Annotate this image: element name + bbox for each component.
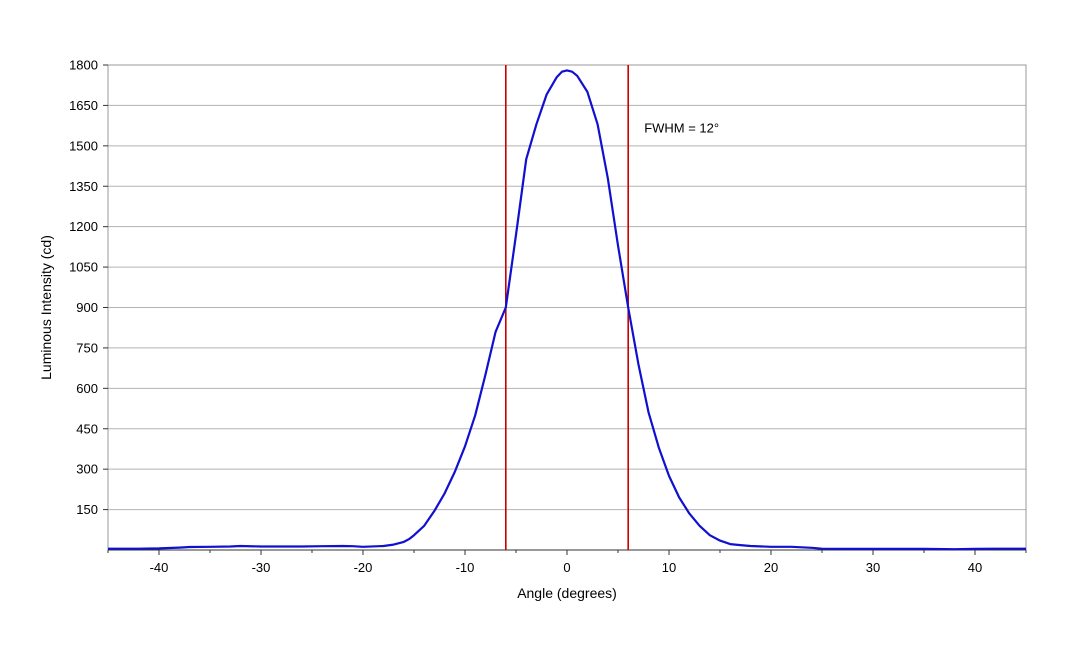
y-tick-label: 600 xyxy=(76,381,98,396)
y-axis-ticks: 150 300 450 600 750 900 1050 1200 1350 1500 1650 18… xyxy=(69,58,108,517)
y-tick-label: 900 xyxy=(76,300,98,315)
x-tick-label: 40 xyxy=(968,560,982,575)
y-tick-label: 1800 xyxy=(69,58,98,73)
x-tick-label: -30 xyxy=(252,560,271,575)
x-tick-label: 10 xyxy=(662,560,676,575)
y-tick-label: 450 xyxy=(76,421,98,436)
x-tick-label: -10 xyxy=(456,560,475,575)
x-tick-label: -20 xyxy=(354,560,373,575)
x-tick-label: 30 xyxy=(866,560,880,575)
x-tick-label: -40 xyxy=(150,560,169,575)
y-tick-label: 1500 xyxy=(69,138,98,153)
gridlines xyxy=(108,64,1026,511)
y-tick-label: 1350 xyxy=(69,179,98,194)
x-tick-label: 20 xyxy=(764,560,778,575)
series-line-luminous-intensity xyxy=(108,69,1026,551)
x-axis-title: Angle (degrees) xyxy=(517,585,617,601)
y-tick-label: 1050 xyxy=(69,260,98,275)
y-tick-label: 1200 xyxy=(69,219,98,234)
y-tick-label: 1650 xyxy=(69,98,98,113)
y-tick-label: 300 xyxy=(76,462,98,477)
x-tick-label: 0 xyxy=(563,560,570,575)
x-axis-ticks: -40 -30 -20 -10 0 10 20 30 40 xyxy=(107,550,1027,575)
y-axis-title: Luminous Intensity (cd) xyxy=(38,235,54,380)
fwhm-annotation: FWHM = 12° xyxy=(644,120,719,135)
y-tick-label: 750 xyxy=(76,340,98,355)
y-tick-label: 150 xyxy=(76,502,98,517)
